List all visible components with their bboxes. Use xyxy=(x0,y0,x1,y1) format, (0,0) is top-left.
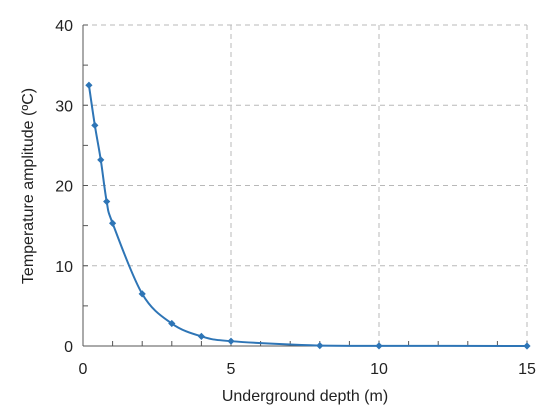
data-point xyxy=(523,342,531,350)
data-point xyxy=(109,219,117,227)
tick-labels: 0 10 20 30 40 0 5 10 15 xyxy=(55,18,536,378)
data-point xyxy=(103,197,111,206)
series-line xyxy=(87,85,528,347)
data-point xyxy=(91,121,99,129)
y-tick-label: 0 xyxy=(64,339,73,356)
grid-lines xyxy=(83,24,528,346)
x-axis-label: Underground depth (m) xyxy=(222,388,388,405)
x-tick-label: 15 xyxy=(518,361,536,378)
x-tick-label: 0 xyxy=(79,361,88,378)
data-point xyxy=(138,290,146,298)
y-tick-label: 20 xyxy=(55,179,73,196)
series-layer xyxy=(85,81,531,350)
data-point xyxy=(168,319,176,328)
data-point xyxy=(227,337,235,345)
x-tick-label: 5 xyxy=(227,361,236,378)
data-point xyxy=(316,341,324,350)
data-point xyxy=(85,81,93,89)
data-point xyxy=(197,332,205,340)
data-point xyxy=(97,156,105,164)
data-point xyxy=(375,342,383,350)
y-axis-label: Temperature amplitude (ºC) xyxy=(20,88,37,284)
y-tick-label: 40 xyxy=(55,18,73,35)
y-tick-label: 30 xyxy=(55,98,73,115)
y-tick-label: 10 xyxy=(55,259,73,276)
x-tick-label: 10 xyxy=(370,361,388,378)
